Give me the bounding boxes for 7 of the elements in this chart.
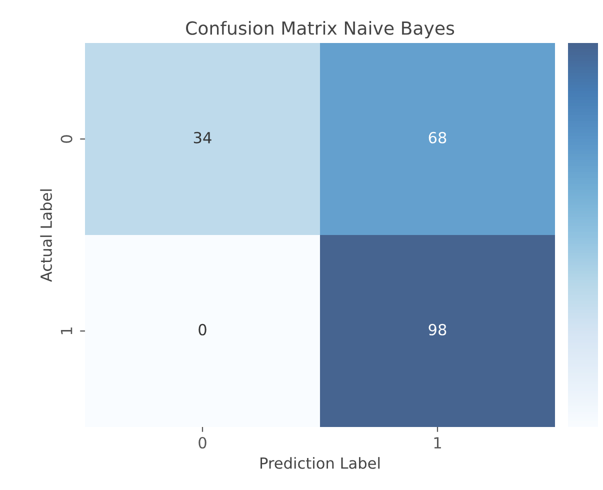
data-label: 98 <box>428 324 446 336</box>
chart-title: Confusion Matrix Naive Bayes <box>186 20 454 38</box>
y-axis-title: Actual Label <box>40 189 52 282</box>
x-axis-title: Prediction Label <box>260 457 380 469</box>
data-label: 0 <box>198 324 206 336</box>
data-label: 34 <box>194 132 212 144</box>
data-label: 68 <box>428 132 446 144</box>
